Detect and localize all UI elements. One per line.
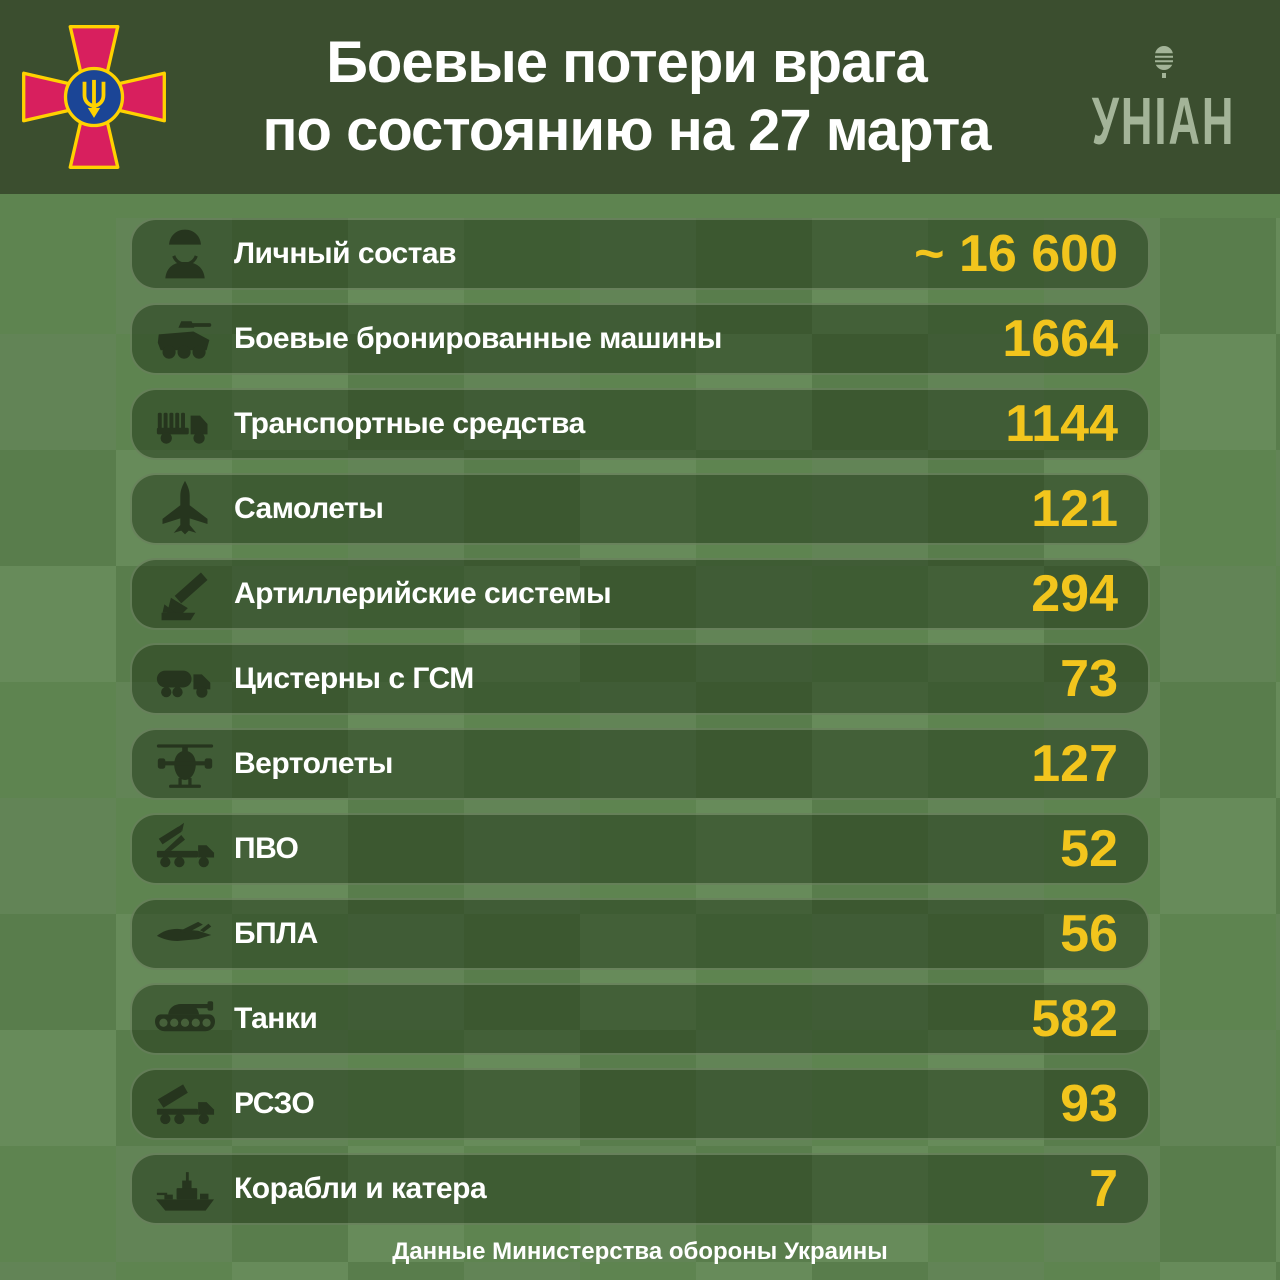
- unian-logo-text: УНІАН: [1091, 83, 1236, 159]
- table-row: Цистерны с ГСМ 73: [130, 643, 1150, 715]
- table-row: Личный состав ~ 16 600: [130, 218, 1150, 290]
- title-line-2: по состоянию на 27 марта: [262, 98, 992, 163]
- loss-table: Личный состав ~ 16 600 Боевые бронирован…: [130, 218, 1150, 1225]
- mlrs-icon: [152, 1072, 218, 1136]
- artillery-icon: [152, 562, 218, 626]
- uav-icon: [152, 902, 218, 966]
- truck-icon: [152, 392, 218, 456]
- table-row: Танки 582: [130, 983, 1150, 1055]
- row-value: 294: [1031, 565, 1118, 623]
- air-defense-icon: [152, 817, 218, 881]
- table-row: РСЗО 93: [130, 1068, 1150, 1140]
- warship-icon: [152, 1157, 218, 1221]
- header: Боевые потери врага по состоянию на 27 м…: [0, 0, 1280, 194]
- row-value: 52: [1060, 820, 1118, 878]
- row-label: РСЗО: [234, 1087, 315, 1120]
- row-label: Вертолеты: [234, 747, 393, 780]
- table-row: Корабли и катера 7: [130, 1153, 1150, 1225]
- row-value: 582: [1031, 990, 1118, 1048]
- table-row: Боевые бронированные машины 1664: [130, 303, 1150, 375]
- content-area: Личный состав ~ 16 600 Боевые бронирован…: [0, 218, 1280, 1280]
- row-label: Артиллерийские системы: [234, 577, 612, 610]
- row-label: Самолеты: [234, 492, 384, 525]
- table-row: Артиллерийские системы 294: [130, 558, 1150, 630]
- table-row: БПЛА 56: [130, 898, 1150, 970]
- row-label: БПЛА: [234, 917, 318, 950]
- row-value: 127: [1031, 735, 1118, 793]
- soldier-icon: [152, 222, 218, 286]
- row-value: 1664: [1002, 310, 1118, 368]
- row-value: 1144: [1005, 395, 1118, 453]
- source-note: Данные Министерства обороны Украины: [392, 1238, 888, 1265]
- row-value: ~ 16 600: [914, 225, 1118, 283]
- fighter-jet-icon: [152, 477, 218, 541]
- row-label: Цистерны с ГСМ: [234, 662, 474, 695]
- page-title: Боевые потери врага по состоянию на 27 м…: [188, 29, 1065, 166]
- apc-icon: [152, 307, 218, 371]
- row-label: Личный состав: [234, 237, 457, 270]
- armed-forces-emblem-icon: [0, 21, 188, 173]
- row-value: 56: [1060, 905, 1118, 963]
- row-value: 7: [1089, 1160, 1118, 1218]
- row-label: Боевые бронированные машины: [234, 322, 722, 355]
- table-row: Вертолеты 127: [130, 728, 1150, 800]
- title-line-1: Боевые потери врага: [326, 29, 928, 95]
- table-row: Самолеты 121: [130, 473, 1150, 545]
- row-value: 93: [1060, 1075, 1118, 1133]
- tank-icon: [152, 987, 218, 1051]
- row-label: ПВО: [234, 832, 299, 865]
- row-label: Корабли и катера: [234, 1172, 487, 1205]
- microphone-icon: [1154, 46, 1173, 78]
- table-row: ПВО 52: [130, 813, 1150, 885]
- row-value: 73: [1060, 650, 1118, 708]
- unian-logo: УНІАН: [1065, 46, 1280, 159]
- fuel-tanker-icon: [152, 647, 218, 711]
- row-label: Танки: [234, 1002, 318, 1035]
- row-value: 121: [1031, 480, 1118, 538]
- table-row: Транспортные средства 1144: [130, 388, 1150, 460]
- helicopter-icon: [152, 732, 218, 796]
- row-label: Транспортные средства: [234, 407, 585, 440]
